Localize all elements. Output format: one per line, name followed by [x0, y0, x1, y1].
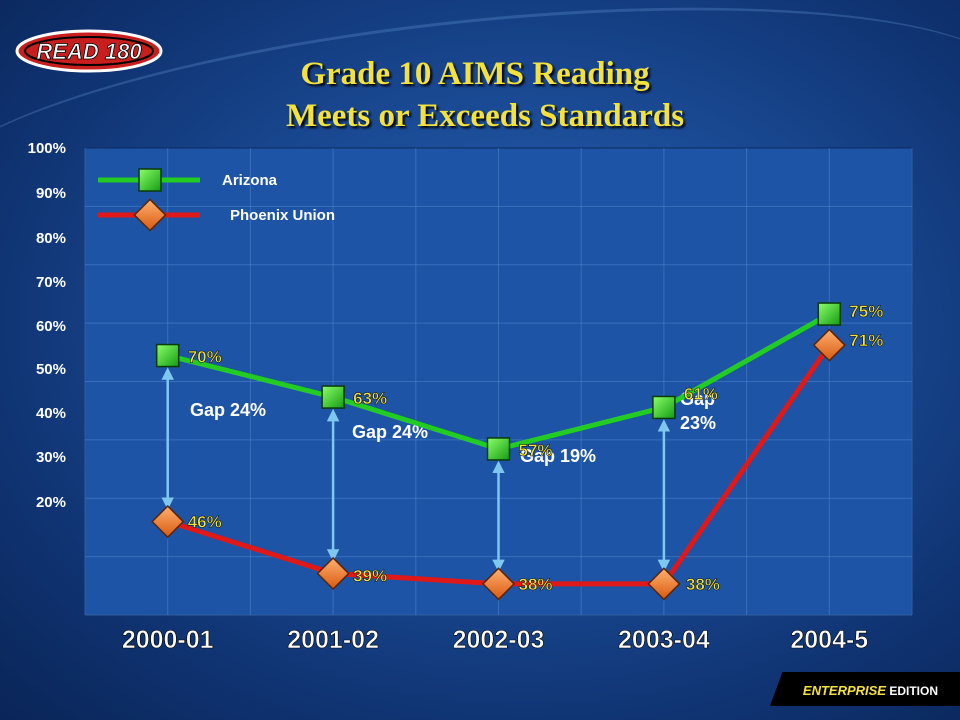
data-point-phoenix [647, 567, 681, 601]
x-tick-label: 2000-01 [122, 626, 214, 654]
edition-suffix: EDITION [889, 684, 938, 698]
data-label: 71% [849, 331, 883, 350]
y-tick-label: 100% [28, 140, 66, 157]
read180-logo: READ 180 [15, 29, 163, 73]
data-label: 75% [849, 302, 883, 321]
data-label: 46% [188, 513, 222, 532]
data-label: 70% [188, 348, 222, 367]
y-tick-label: 20% [36, 494, 66, 511]
data-point-phoenix [481, 567, 516, 601]
x-tick-label: 2003-04 [618, 626, 710, 654]
data-label: 57% [519, 441, 553, 460]
y-tick-label: 40% [36, 405, 66, 422]
edition-label: ENTERPRISE EDITION [803, 683, 938, 698]
y-tick-label: 60% [36, 318, 66, 335]
gap-label: Gap 19% [520, 446, 596, 466]
legend-label: Phoenix Union [230, 207, 335, 224]
legend-marker-phoenix [133, 198, 167, 232]
data-point-arizona [817, 302, 842, 326]
y-tick-label: 70% [36, 274, 66, 291]
svg-text:READ 180: READ 180 [36, 39, 142, 64]
data-point-arizona [652, 395, 676, 420]
data-point-arizona [321, 385, 345, 409]
gap-label: Gap 24% [190, 400, 266, 420]
legend-label: Arizona [222, 172, 278, 189]
x-tick-label: 2002-03 [453, 626, 545, 654]
data-label: 38% [519, 575, 553, 594]
chart-title-line2: Meets or Exceeds Standards [285, 98, 685, 134]
gap-label: 23% [680, 413, 716, 433]
data-point-phoenix [151, 504, 185, 539]
gap-label: Gap 24% [352, 422, 428, 442]
data-point-arizona [486, 437, 511, 461]
x-tick-label: 2001-02 [287, 626, 379, 654]
data-point-arizona [155, 343, 180, 368]
y-tick-label: 50% [36, 361, 66, 378]
y-tick-label: 80% [36, 230, 66, 247]
data-point-phoenix [812, 328, 846, 362]
chart-title-line1: Grade 10 AIMS Reading [300, 56, 650, 92]
y-tick-label: 90% [36, 185, 66, 202]
data-label: 61% [684, 384, 718, 403]
data-label: 38% [686, 575, 720, 594]
data-label: 39% [353, 566, 387, 585]
edition-brand: ENTERPRISE [802, 683, 886, 698]
data-point-phoenix [316, 556, 350, 591]
legend-marker-arizona [138, 168, 162, 192]
data-label: 63% [353, 389, 387, 408]
x-tick-label: 2004-5 [790, 626, 868, 654]
y-tick-label: 30% [36, 449, 66, 466]
